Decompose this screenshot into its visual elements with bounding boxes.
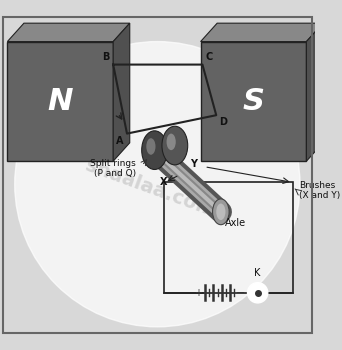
Polygon shape [306, 23, 323, 161]
Text: B: B [102, 52, 109, 62]
Text: Y: Y [190, 159, 197, 169]
Polygon shape [113, 23, 130, 161]
Text: A: A [116, 136, 123, 146]
Text: D: D [219, 117, 227, 127]
Text: C: C [205, 52, 212, 62]
Ellipse shape [213, 199, 229, 225]
Ellipse shape [146, 138, 156, 155]
Bar [164, 182, 293, 293]
Bar [8, 42, 113, 161]
Text: X: X [160, 177, 168, 187]
Text: Split rings
(P and Q): Split rings (P and Q) [90, 159, 136, 178]
Text: −: − [236, 288, 245, 298]
Bar [201, 42, 306, 161]
Text: S: S [242, 87, 264, 116]
Text: Axle: Axle [224, 218, 246, 228]
Ellipse shape [142, 131, 168, 169]
Text: Brushes
(X and Y): Brushes (X and Y) [299, 181, 340, 200]
Ellipse shape [216, 203, 225, 220]
Circle shape [248, 283, 268, 303]
Text: N: N [48, 87, 73, 116]
Ellipse shape [167, 134, 176, 150]
Text: K: K [254, 268, 261, 278]
Text: +: + [194, 288, 202, 298]
Polygon shape [201, 23, 323, 42]
Ellipse shape [162, 126, 188, 165]
Polygon shape [8, 23, 130, 42]
Circle shape [15, 42, 300, 327]
Text: shaalaa.com: shaalaa.com [83, 156, 218, 220]
